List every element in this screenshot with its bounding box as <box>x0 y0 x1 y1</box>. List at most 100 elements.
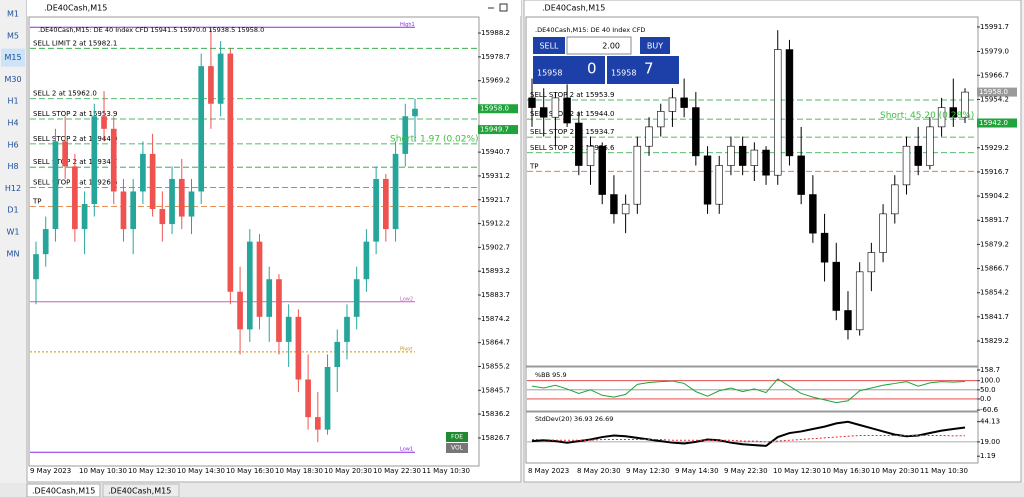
y-tick-label: 15883.7 <box>481 291 510 299</box>
level-label: SELL STOP 2 at 15944.0 <box>33 135 117 143</box>
candle-body <box>81 204 88 230</box>
timeframe[interactable]: D1 <box>7 206 18 215</box>
x-tick-label: 10 May 20:30 <box>871 467 919 475</box>
candle-body <box>891 184 899 215</box>
y-tick-label: 15902.7 <box>481 243 510 251</box>
volume: 2.00 <box>602 42 620 51</box>
y-tick-label: 15841.7 <box>980 313 1009 321</box>
x-tick-label: 8 May 2023 <box>528 467 569 475</box>
x-tick-label: 11 May 10:30 <box>920 467 968 475</box>
candle-body <box>324 366 331 430</box>
level-label: TP <box>529 162 539 170</box>
y-tick-label: 15866.7 <box>980 265 1009 273</box>
annotation: Short: 1.97 (0.02%) <box>390 134 479 144</box>
candle-body <box>149 153 156 210</box>
button[interactable] <box>446 432 468 442</box>
timeframe[interactable]: MN <box>7 249 20 258</box>
x-tick-label: 10 May 14:30 <box>177 467 225 475</box>
y-tick-label: 15891.7 <box>980 216 1009 224</box>
candle-body <box>727 145 735 166</box>
y-tick-label: 15879.2 <box>980 240 1009 248</box>
candle-body <box>586 145 595 166</box>
level-label: SELL STOP 2 at 15953.9 <box>530 91 614 99</box>
price-label <box>977 118 1017 128</box>
candle-body <box>178 178 185 217</box>
candle-body <box>373 178 379 242</box>
candle-body <box>668 97 677 112</box>
chart-header: .DE40Cash,M15: DE 40 Index CFD <box>535 26 645 34</box>
timeframe[interactable]: H12 <box>5 184 21 193</box>
ask-box[interactable] <box>607 56 679 84</box>
x-tick-label: 9 May 2023 <box>30 467 71 475</box>
candle-body <box>217 53 224 104</box>
candle-body <box>208 66 214 104</box>
window-title: .DE40Cash,M15 <box>44 4 107 13</box>
button-label: VOL <box>451 445 464 452</box>
bid-digits: 0 <box>587 60 597 78</box>
candle-body <box>961 91 969 118</box>
y-tick-label: 15940.7 <box>481 148 510 156</box>
y-tick-label: 15904.2 <box>980 192 1009 200</box>
candle-body <box>392 153 399 230</box>
x-tick-label: 9 May 22:30 <box>724 467 768 475</box>
candle-body <box>598 145 606 195</box>
bid-box[interactable] <box>533 56 605 84</box>
candle-body <box>937 107 946 128</box>
candle-body <box>879 213 887 253</box>
timeframe-selected[interactable] <box>1 48 25 67</box>
marker-label: Low2 <box>400 296 413 302</box>
candle-body <box>412 108 418 117</box>
timeframe[interactable]: M1 <box>7 10 19 19</box>
maximize[interactable] <box>499 3 508 12</box>
candle-body <box>551 97 560 118</box>
timeframe[interactable]: H1 <box>7 97 18 106</box>
y-tick-label: 15921.7 <box>481 196 510 204</box>
candle-body <box>610 194 618 215</box>
tab-active[interactable] <box>26 483 101 497</box>
candle-body <box>198 66 205 192</box>
y-tick-label: 15864.7 <box>481 339 510 347</box>
timeframe[interactable]: M30 <box>4 75 21 84</box>
tab-label: .DE40Cash,M15 <box>32 487 95 496</box>
candle-body <box>539 107 548 118</box>
candle-body <box>52 141 59 230</box>
timeframe[interactable]: H6 <box>7 140 18 149</box>
level-label: SELL STOP 2 at 15944.0 <box>530 110 614 118</box>
tab[interactable] <box>102 483 180 497</box>
x-tick-label: 8 May 20:30 <box>577 467 621 475</box>
price-label <box>478 125 518 135</box>
sell-button[interactable] <box>533 37 565 54</box>
timeframe[interactable]: M5 <box>7 31 19 40</box>
candle-body <box>867 252 876 273</box>
timeframe[interactable]: H8 <box>7 162 18 171</box>
buy-button[interactable] <box>640 37 670 54</box>
candle-body <box>762 149 770 176</box>
timeframe[interactable]: H4 <box>7 119 18 128</box>
volume-input[interactable] <box>566 36 632 55</box>
candle-body <box>855 271 864 331</box>
sidebar <box>0 0 26 482</box>
x-tick-label: 10 May 20:30 <box>324 467 372 475</box>
level-label: SELL 2 at 15962.0 <box>33 90 97 98</box>
candle-body <box>363 241 370 280</box>
timeframe[interactable]: M15 <box>4 53 21 62</box>
level-label: SELL LIMIT 2 at 15982.1 <box>33 39 117 47</box>
candle-body <box>72 166 78 230</box>
button[interactable] <box>446 443 468 453</box>
indicator-line <box>531 378 966 404</box>
y-tick-label: 15969.2 <box>481 77 510 85</box>
timeframe[interactable]: W1 <box>7 228 20 237</box>
y-tick-label: 15836.2 <box>481 410 510 418</box>
buy-label: BUY <box>647 42 663 51</box>
candle-body <box>169 178 175 225</box>
chart-header: .DE40Cash,M15: DE 40 Index CFD 15941.5 1… <box>38 26 264 34</box>
candle-body <box>62 141 68 167</box>
candle-body <box>42 229 49 255</box>
marker-label: Low1 <box>400 447 413 453</box>
candle-body <box>797 155 805 195</box>
x-tick-label: 9 May 14:30 <box>675 467 719 475</box>
candle-body <box>926 126 934 166</box>
y-tick-label: 15826.7 <box>481 434 510 442</box>
y-tick-label: 15978.7 <box>481 53 510 61</box>
candle-body <box>266 279 273 317</box>
